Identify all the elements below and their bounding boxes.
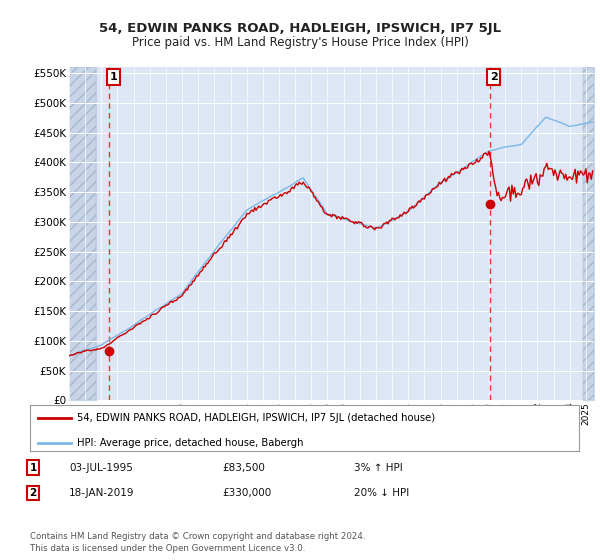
Text: £83,500: £83,500	[222, 463, 265, 473]
Text: 54, EDWIN PANKS ROAD, HADLEIGH, IPSWICH, IP7 5JL: 54, EDWIN PANKS ROAD, HADLEIGH, IPSWICH,…	[99, 22, 501, 35]
Text: 2: 2	[29, 488, 37, 498]
Text: HPI: Average price, detached house, Babergh: HPI: Average price, detached house, Babe…	[77, 437, 303, 447]
Text: 20% ↓ HPI: 20% ↓ HPI	[354, 488, 409, 498]
Text: £330,000: £330,000	[222, 488, 271, 498]
Text: 1: 1	[29, 463, 37, 473]
Text: Contains HM Land Registry data © Crown copyright and database right 2024.
This d: Contains HM Land Registry data © Crown c…	[30, 532, 365, 553]
Text: 2: 2	[490, 72, 497, 82]
Text: 54, EDWIN PANKS ROAD, HADLEIGH, IPSWICH, IP7 5JL (detached house): 54, EDWIN PANKS ROAD, HADLEIGH, IPSWICH,…	[77, 413, 435, 423]
Text: 3% ↑ HPI: 3% ↑ HPI	[354, 463, 403, 473]
Text: Price paid vs. HM Land Registry's House Price Index (HPI): Price paid vs. HM Land Registry's House …	[131, 36, 469, 49]
Text: 18-JAN-2019: 18-JAN-2019	[69, 488, 134, 498]
Text: 1: 1	[109, 72, 117, 82]
Text: 03-JUL-1995: 03-JUL-1995	[69, 463, 133, 473]
